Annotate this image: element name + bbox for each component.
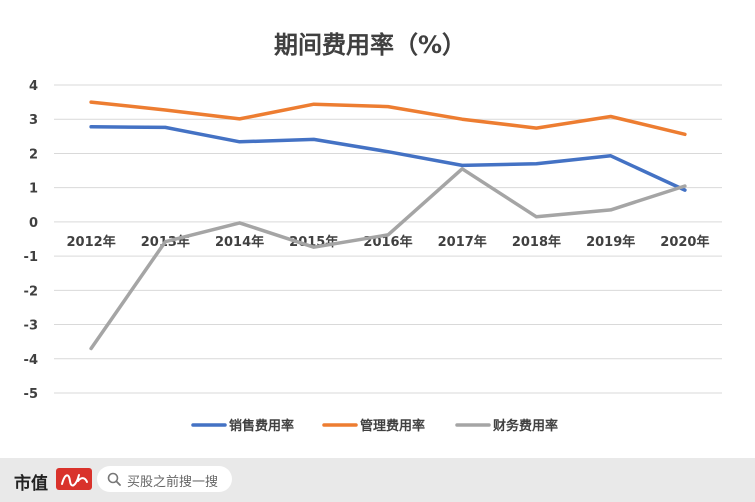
y-tick-label: -3 — [24, 319, 38, 334]
y-tick-label: 3 — [29, 113, 38, 128]
legend-label-2: 财务费用率 — [493, 418, 558, 434]
y-tick-label: 2 — [29, 147, 38, 162]
legend-label-0: 销售费用率 — [229, 418, 294, 434]
x-tick-label: 2012年 — [67, 234, 116, 250]
y-tick-label: -1 — [24, 250, 38, 265]
y-axis-ticks: 4 3 2 1 0 -1 -2 -3 -4 -5 — [24, 79, 38, 402]
series-lines — [89, 100, 687, 351]
chart-title: 期间费用率（%） — [274, 31, 466, 59]
legend-label-1: 管理费用率 — [360, 418, 425, 434]
gridlines — [54, 84, 722, 394]
y-tick-label: 4 — [29, 79, 38, 94]
y-tick-label: 1 — [29, 182, 38, 197]
y-tick-label: -2 — [24, 284, 38, 299]
series-line-0 — [89, 125, 687, 192]
series-line-2 — [89, 167, 687, 351]
search-placeholder: 买股之前搜一搜 — [127, 475, 219, 490]
x-tick-label: 2018年 — [512, 234, 561, 250]
legend: 销售费用率 管理费用率 财务费用率 — [191, 418, 558, 434]
y-tick-label: 0 — [29, 216, 38, 231]
x-tick-label: 2020年 — [660, 234, 709, 250]
x-tick-label: 2017年 — [438, 234, 487, 250]
search-box[interactable]: 买股之前搜一搜 — [97, 466, 232, 492]
y-tick-label: -4 — [24, 353, 38, 368]
series-line-1 — [89, 100, 687, 137]
footer-bar: 市值 买股之前搜一搜 — [0, 458, 755, 502]
x-tick-label: 2014年 — [215, 234, 264, 250]
x-tick-label: 2019年 — [586, 234, 635, 250]
brand-logo — [56, 468, 92, 490]
search-icon — [107, 472, 121, 486]
brand-name: 市值 — [14, 474, 48, 494]
y-tick-label: -5 — [24, 387, 38, 402]
